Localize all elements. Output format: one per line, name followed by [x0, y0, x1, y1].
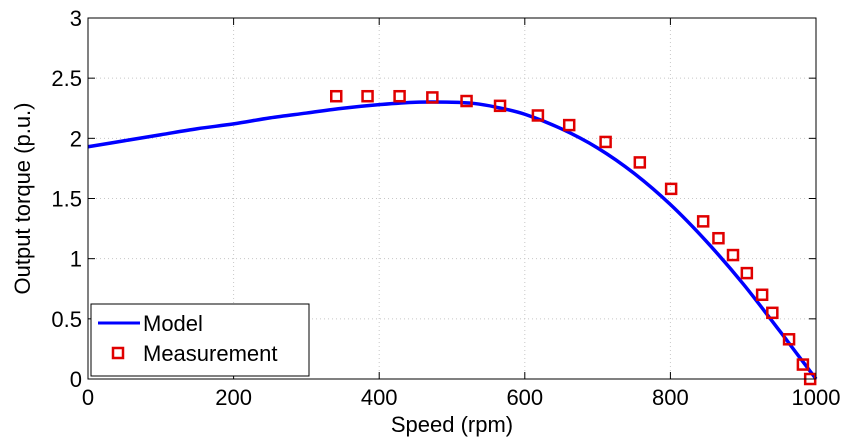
y-tick-label: 2: [70, 126, 82, 151]
y-tick-label: 0.5: [51, 307, 82, 332]
legend-measurement-swatch: [111, 346, 125, 360]
x-axis-label: Speed (rpm): [391, 412, 513, 437]
grid: [88, 18, 816, 379]
measurement-point: [766, 306, 779, 320]
measurement-point: [599, 135, 612, 149]
y-tick-label: 3: [70, 6, 82, 31]
legend: Model Measurement: [90, 303, 310, 377]
measurement-point: [696, 215, 710, 228]
y-tick-label: 0: [70, 367, 82, 392]
measurement-point: [393, 89, 406, 103]
x-tick-label: 0: [82, 385, 94, 410]
measurement-point: [493, 99, 507, 113]
legend-box: [90, 303, 310, 377]
measurement-point: [740, 266, 754, 280]
measurement-point: [782, 333, 796, 346]
legend-model-label: Model: [143, 311, 203, 336]
series-layer: [87, 89, 818, 386]
x-tick-label: 800: [652, 385, 689, 410]
measurement-point: [633, 156, 647, 169]
measurement-point: [361, 89, 374, 103]
x-tick-label: 200: [215, 385, 252, 410]
y-tick-label: 2.5: [51, 66, 82, 91]
measurement-point: [755, 288, 769, 302]
x-tick-label: 1000: [792, 385, 841, 410]
x-tick-label: 400: [361, 385, 398, 410]
measurement-point: [426, 91, 439, 104]
legend-measurement-label: Measurement: [143, 341, 278, 366]
y-tick-label: 1.5: [51, 187, 82, 212]
ticks: 0 200 400 600 800 1000 0 0.5 1 1.5 2 2.5 3: [51, 6, 840, 410]
measurement-point: [796, 358, 810, 371]
measurement-point: [329, 89, 343, 103]
measurement-point: [726, 248, 740, 262]
measurement-point: [460, 94, 473, 108]
x-tick-label: 600: [506, 385, 543, 410]
measurement-point: [562, 118, 576, 132]
y-axis-label: Output torque (p.u.): [10, 103, 35, 295]
model-line: [87, 100, 818, 381]
measurement-point: [664, 182, 678, 196]
y-tick-label: 1: [70, 247, 82, 272]
measurement-point: [712, 231, 725, 245]
measurement-point: [531, 109, 545, 122]
